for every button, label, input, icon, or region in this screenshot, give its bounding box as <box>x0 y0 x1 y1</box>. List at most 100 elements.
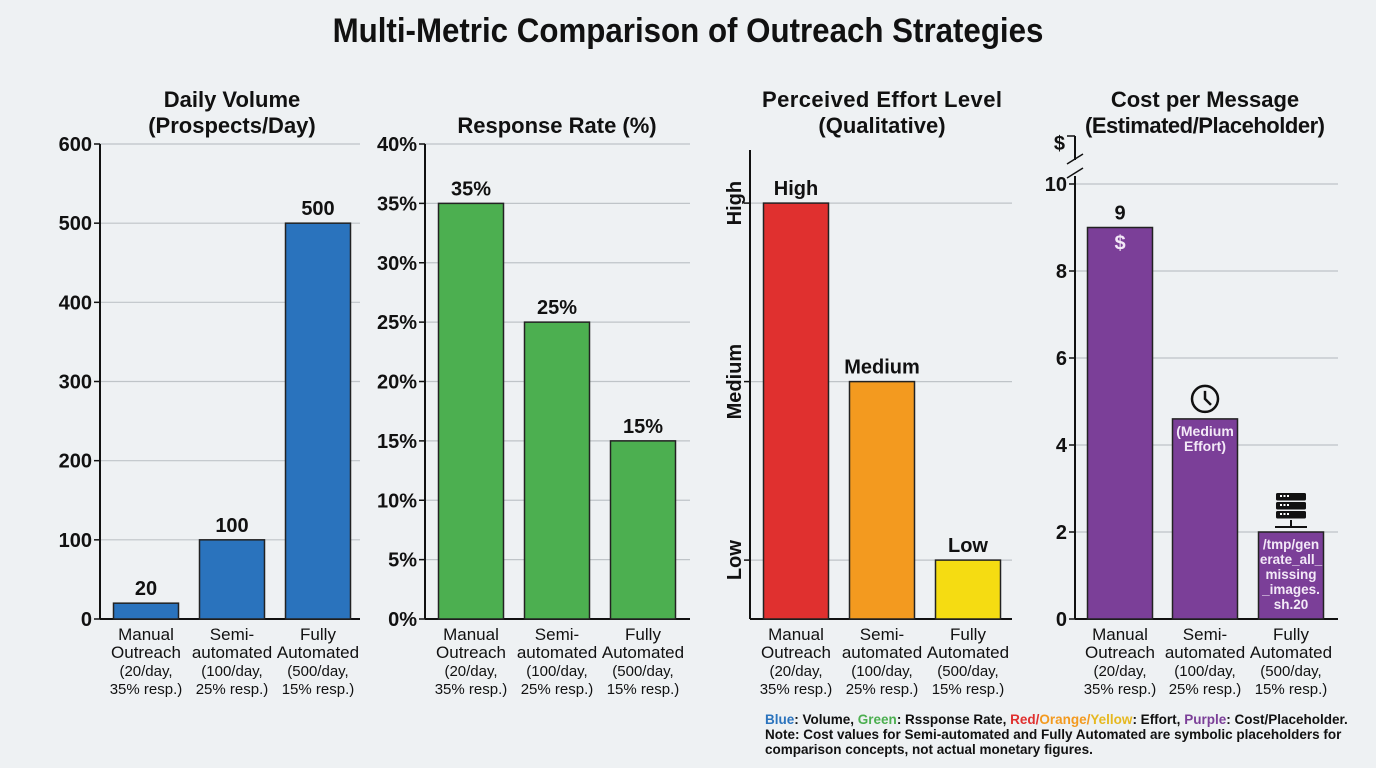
x-category-label: automated <box>842 643 922 662</box>
server-led <box>1280 495 1282 497</box>
x-category-label: (500/day, <box>612 663 673 680</box>
data-label: High <box>774 178 818 200</box>
y-tick-label: 5% <box>388 550 417 572</box>
bar-inner-label: missing <box>1265 567 1316 582</box>
x-category-label: Manual <box>443 625 499 644</box>
bar-3 <box>1257 531 1325 620</box>
footnote-note: Note: Cost values for Semi-automated and… <box>765 727 1342 757</box>
bar-inner-label: Effort) <box>1184 438 1226 454</box>
bar-3 <box>609 440 677 620</box>
x-category-label: 15% resp.) <box>1255 681 1328 698</box>
server-rack <box>1276 511 1306 519</box>
x-category-label: Fully <box>625 625 661 644</box>
bar-inner-label: /tmp/gen <box>1263 537 1319 552</box>
y-tick-label: 500 <box>59 213 92 235</box>
x-category-label: automated <box>1165 643 1245 662</box>
bar-2 <box>848 380 916 620</box>
chart-panel-1: Daily Volume(Prospects/Day) 0 100 200 300 400… <box>59 87 360 698</box>
color-legend: Blue: Volume, Green: Rssponse Rate, Red/… <box>765 712 1365 727</box>
bar-inner-label: _images. <box>1261 582 1320 597</box>
y-tick-label: 20% <box>377 372 417 394</box>
server-rack <box>1276 493 1306 501</box>
x-category-label: Semi- <box>1183 625 1227 644</box>
x-category-label: 35% resp.) <box>1084 681 1157 698</box>
bar-3 <box>284 222 352 620</box>
x-category-label: (500/day, <box>1260 663 1321 680</box>
x-category-label: 15% resp.) <box>282 681 355 698</box>
y-tick-label: Low <box>724 540 746 580</box>
y-tick-label: 600 <box>59 134 92 156</box>
x-category-label: 15% resp.) <box>932 681 1005 698</box>
x-category-label: Manual <box>1092 625 1148 644</box>
x-category-label: automated <box>517 643 597 662</box>
x-category-label: 35% resp.) <box>435 681 508 698</box>
chart-title: (Qualitative) <box>818 113 945 138</box>
clock-face <box>1190 384 1220 414</box>
chart-panel-4: Cost per Message(Estimated/Placeholder) 0… <box>1045 87 1338 698</box>
x-category-label: (100/day, <box>851 663 912 680</box>
bar-inner-label: $ <box>1114 233 1125 255</box>
x-category-label: Automated <box>277 643 359 662</box>
y-tick-label: 10 <box>1045 174 1067 196</box>
bar-3 <box>934 559 1002 620</box>
legend-segment: / <box>1035 712 1040 727</box>
y-tick-label: 0% <box>388 609 417 631</box>
chart-title: (Prospects/Day) <box>148 113 316 138</box>
data-label: 100 <box>215 515 248 537</box>
legend-segment: Red <box>1010 712 1036 727</box>
bar-2 <box>523 321 591 620</box>
legend-segment: Orange <box>1039 712 1087 727</box>
data-label: 35% <box>451 178 491 200</box>
x-category-label: (500/day, <box>287 663 348 680</box>
x-category-label: (20/day, <box>769 663 822 680</box>
x-category-label: 35% resp.) <box>760 681 833 698</box>
x-category-label: Outreach <box>761 643 831 662</box>
x-category-label: Fully <box>1273 625 1309 644</box>
x-category-label: 25% resp.) <box>1169 681 1242 698</box>
data-label: 20 <box>135 578 157 600</box>
server-rack <box>1276 502 1306 510</box>
y-tick-label: 300 <box>59 372 92 394</box>
bar-1 <box>112 602 180 620</box>
clock-hands <box>1203 390 1212 406</box>
x-category-label: Automated <box>927 643 1009 662</box>
x-category-label: Semi- <box>860 625 904 644</box>
bar-inner-label: sh.20 <box>1274 597 1309 612</box>
legend-segment: : Effort, <box>1132 712 1185 727</box>
x-category-label: Outreach <box>111 643 181 662</box>
x-category-label: Manual <box>118 625 174 644</box>
x-category-label: Outreach <box>436 643 506 662</box>
y-tick-label: 400 <box>59 292 92 314</box>
x-category-label: 35% resp.) <box>110 681 183 698</box>
data-label: 15% <box>623 416 663 438</box>
x-category-label: (20/day, <box>444 663 497 680</box>
x-category-label: Outreach <box>1085 643 1155 662</box>
chart-title: Response Rate (%) <box>457 113 656 138</box>
chart-title: Cost per Message <box>1111 87 1299 112</box>
x-category-label: 25% resp.) <box>846 681 919 698</box>
x-category-label: Automated <box>1250 643 1332 662</box>
y-tick-label: 100 <box>59 530 92 552</box>
x-category-label: automated <box>192 643 272 662</box>
server-icon <box>1275 493 1307 528</box>
y-tick-label: 15% <box>377 431 417 453</box>
y-tick-label: 30% <box>377 253 417 275</box>
server-led <box>1280 513 1282 515</box>
y-tick-label: 8 <box>1056 261 1067 283</box>
axis-break-gap <box>1071 160 1079 176</box>
server-led <box>1283 495 1286 497</box>
legend-segment: Yellow <box>1090 712 1133 727</box>
axis-break-mark <box>1066 153 1084 165</box>
bar-1 <box>437 202 505 620</box>
y-axis-unit: $ <box>1054 133 1065 155</box>
legend-segment: Blue <box>765 712 795 727</box>
x-category-label: Manual <box>768 625 824 644</box>
x-category-label: 25% resp.) <box>196 681 269 698</box>
x-category-label: 25% resp.) <box>521 681 594 698</box>
y-tick-label: 10% <box>377 490 417 512</box>
y-tick-label: 200 <box>59 451 92 473</box>
y-tick-label: 4 <box>1056 435 1068 457</box>
chart-title: Perceived Effort Level <box>762 87 1002 112</box>
data-label: 25% <box>537 297 577 319</box>
